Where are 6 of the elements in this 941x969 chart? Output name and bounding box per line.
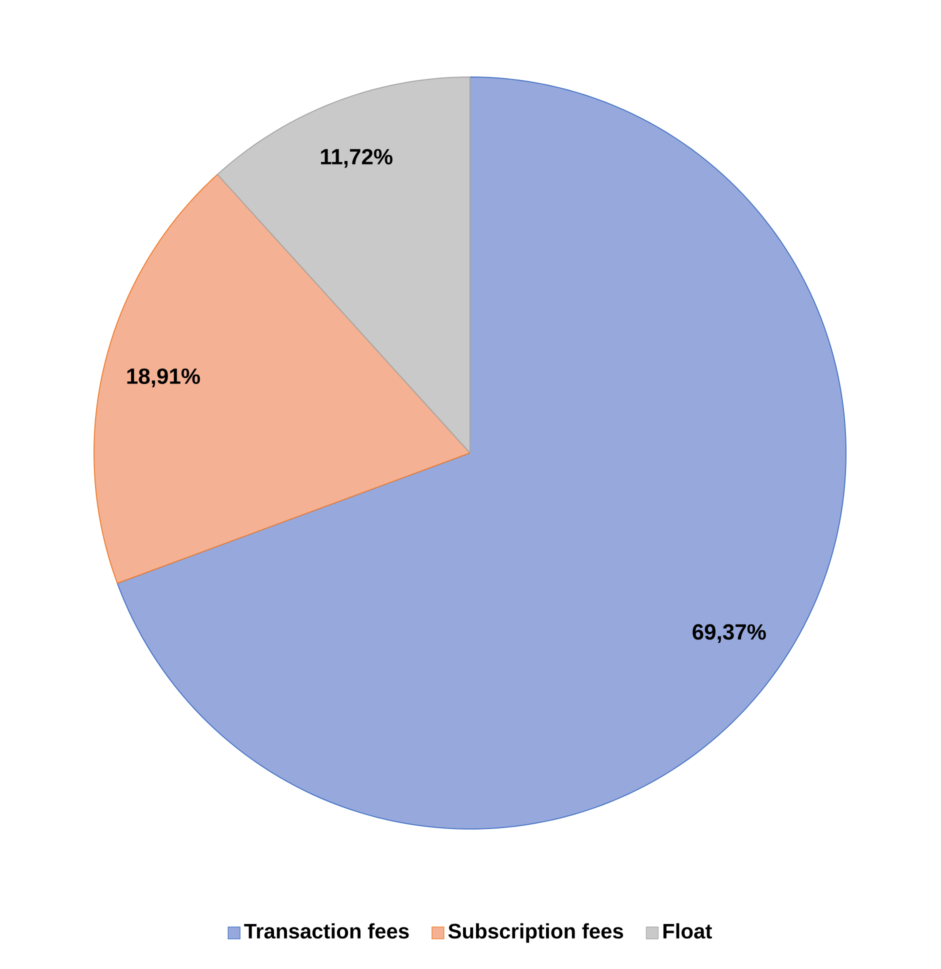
legend-label: Float — [663, 923, 712, 939]
legend-label: Transaction fees — [244, 923, 409, 939]
data-label: 69,37% — [692, 624, 766, 643]
data-label: 11,72% — [321, 148, 392, 168]
data-label: 18,91% — [127, 368, 200, 388]
legend-label: Subscription fees — [448, 923, 624, 943]
